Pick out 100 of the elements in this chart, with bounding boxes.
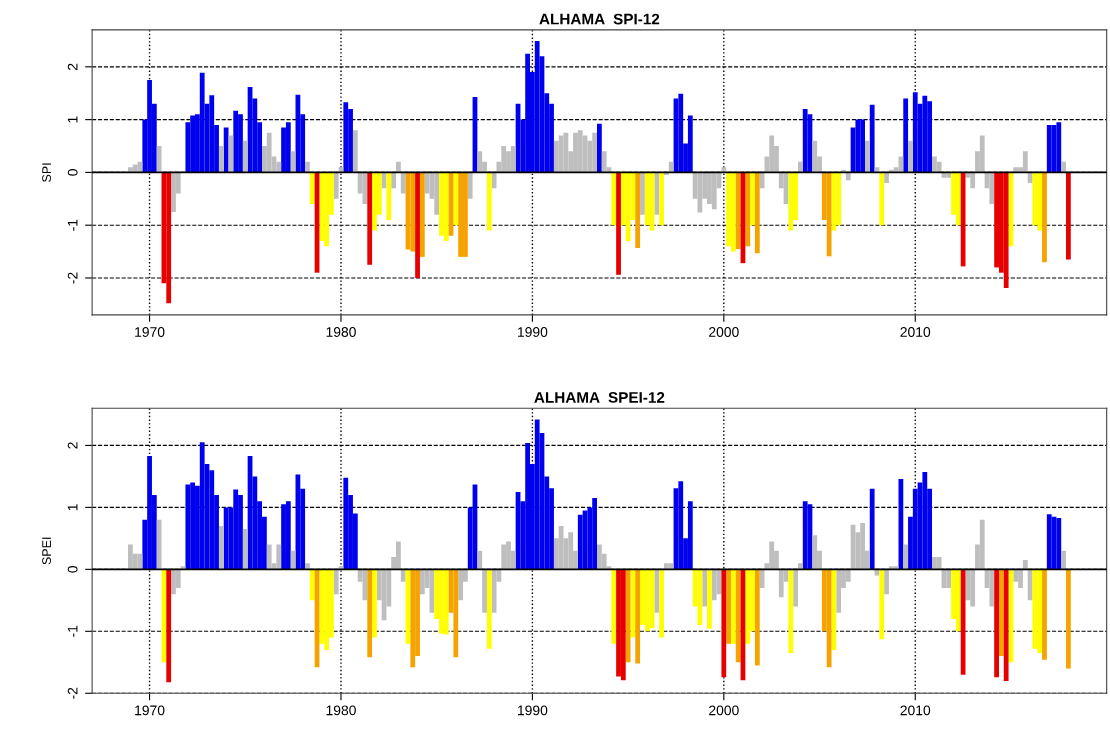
bar bbox=[166, 172, 172, 304]
x-tick-label: 1970 bbox=[135, 705, 165, 716]
bar bbox=[994, 569, 999, 678]
y-tick-label: 0 bbox=[67, 169, 78, 176]
bar bbox=[831, 172, 837, 231]
bar bbox=[166, 569, 172, 683]
bar bbox=[812, 140, 818, 173]
bar bbox=[788, 172, 794, 231]
bar bbox=[644, 569, 650, 632]
bar bbox=[343, 477, 349, 570]
bar bbox=[745, 172, 751, 247]
bar bbox=[1042, 172, 1047, 263]
bar bbox=[305, 563, 310, 570]
bar bbox=[367, 569, 373, 658]
bar bbox=[979, 519, 985, 570]
x-tick-label: 2010 bbox=[900, 705, 931, 716]
bar bbox=[1061, 550, 1066, 570]
bar bbox=[501, 544, 507, 570]
bar bbox=[668, 563, 674, 570]
bar bbox=[635, 569, 641, 664]
bar bbox=[285, 501, 291, 570]
bar bbox=[865, 140, 870, 173]
bar bbox=[888, 566, 894, 570]
bar bbox=[726, 569, 731, 644]
bar bbox=[754, 172, 760, 254]
bar bbox=[855, 119, 861, 173]
bar bbox=[659, 569, 665, 638]
bar bbox=[659, 172, 665, 226]
bar bbox=[319, 172, 325, 242]
bar bbox=[218, 146, 224, 173]
bar bbox=[1022, 560, 1028, 570]
bar bbox=[410, 172, 416, 252]
bar bbox=[534, 40, 540, 173]
bar bbox=[333, 172, 339, 199]
bar bbox=[879, 569, 885, 640]
x-tick-label: 2000 bbox=[709, 705, 739, 716]
y-tick-label: -2 bbox=[67, 687, 78, 699]
x-tick-label: 1980 bbox=[326, 327, 356, 337]
bar bbox=[668, 161, 674, 173]
bar bbox=[534, 419, 540, 570]
bar bbox=[1056, 517, 1062, 570]
bar bbox=[908, 140, 913, 173]
bar bbox=[616, 172, 621, 275]
bar bbox=[233, 110, 239, 173]
bar bbox=[577, 130, 583, 173]
bar bbox=[625, 172, 631, 242]
bar bbox=[400, 569, 406, 582]
bar bbox=[745, 569, 751, 644]
bar bbox=[218, 525, 224, 570]
bar bbox=[831, 569, 837, 650]
bar bbox=[1003, 172, 1009, 289]
bar bbox=[735, 172, 741, 249]
bar bbox=[989, 172, 995, 205]
bar bbox=[501, 146, 507, 173]
bar bbox=[1003, 569, 1009, 681]
bar bbox=[309, 172, 315, 205]
bar bbox=[233, 489, 239, 570]
y-axis-title: SPI bbox=[42, 163, 52, 182]
bar bbox=[687, 501, 693, 570]
bar bbox=[209, 95, 215, 173]
bar bbox=[568, 532, 574, 570]
bar bbox=[879, 172, 885, 226]
bar bbox=[979, 135, 985, 173]
bar bbox=[922, 472, 928, 570]
bar bbox=[185, 484, 191, 570]
y-tick-label: 1 bbox=[67, 504, 78, 511]
bar bbox=[635, 172, 641, 248]
bar bbox=[946, 569, 952, 588]
bar bbox=[1056, 122, 1062, 173]
y-tick-label: 1 bbox=[67, 116, 78, 123]
bar bbox=[1046, 514, 1052, 570]
x-tick-label: 1990 bbox=[518, 705, 548, 716]
bar bbox=[396, 161, 401, 173]
bar bbox=[510, 146, 516, 173]
y-axis-title: SPEI bbox=[42, 537, 52, 565]
bar bbox=[798, 161, 803, 173]
bar bbox=[678, 481, 684, 570]
bar bbox=[443, 172, 449, 242]
y-tick-label: 0 bbox=[67, 566, 78, 573]
bar bbox=[458, 172, 464, 257]
bar bbox=[884, 569, 889, 595]
bar bbox=[1032, 172, 1038, 226]
chart-title: ALHAMA SPI-12 bbox=[539, 13, 660, 25]
bar bbox=[156, 146, 162, 173]
bar bbox=[1065, 569, 1071, 669]
bar bbox=[936, 161, 942, 173]
bar bbox=[482, 569, 487, 613]
bar bbox=[276, 161, 282, 173]
bar bbox=[802, 501, 808, 570]
bar bbox=[1013, 167, 1019, 173]
bar bbox=[884, 172, 889, 183]
bar bbox=[386, 172, 392, 220]
bar bbox=[869, 488, 875, 570]
bar bbox=[333, 569, 339, 595]
bar bbox=[309, 569, 315, 601]
bar bbox=[903, 544, 909, 570]
bar bbox=[759, 172, 765, 189]
y-tick-label: -1 bbox=[67, 219, 78, 231]
bar bbox=[922, 95, 928, 173]
bar bbox=[285, 122, 291, 173]
